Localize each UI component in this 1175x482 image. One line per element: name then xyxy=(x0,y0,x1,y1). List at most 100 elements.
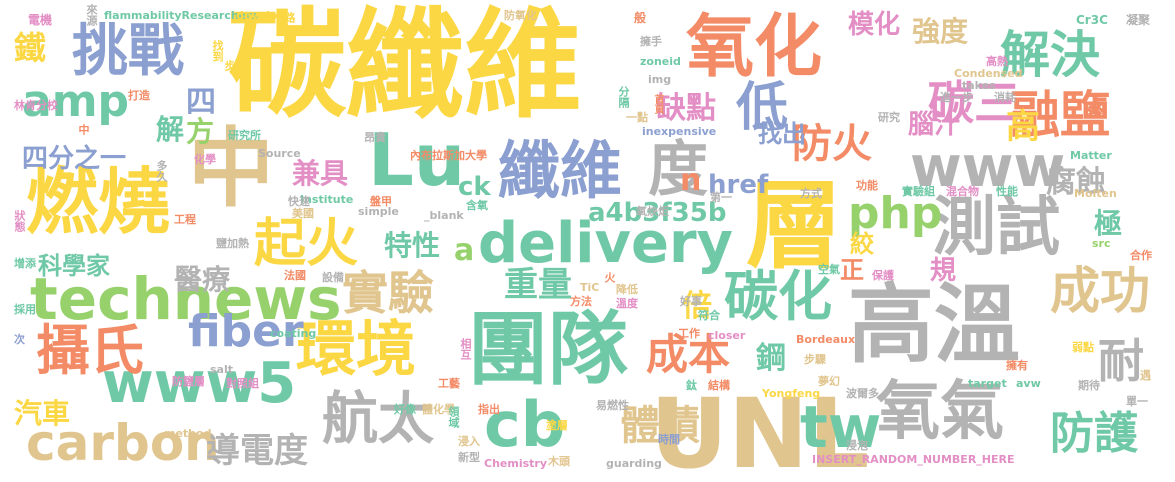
word: 倍 xyxy=(682,289,712,324)
word: 防氧化 xyxy=(504,9,537,22)
word: 溫度 xyxy=(616,297,638,310)
word: 混合物 xyxy=(946,185,979,198)
word: 航太 xyxy=(322,387,434,452)
word: 弱點 xyxy=(1072,341,1094,354)
word: 進一步 xyxy=(940,91,973,104)
word: 易燃性 xyxy=(596,399,629,412)
word: 正 xyxy=(840,256,864,284)
word: 方法 xyxy=(570,295,592,308)
word: 保護 xyxy=(872,269,894,282)
word: fiber xyxy=(188,306,304,357)
word: TiC xyxy=(580,281,600,294)
word: 遇 xyxy=(1140,369,1151,382)
word: Matter xyxy=(1070,149,1112,162)
word: guarding xyxy=(606,457,662,470)
word: 打造 xyxy=(128,89,150,102)
word: 消耗 xyxy=(994,91,1016,104)
word: 火 xyxy=(603,272,616,283)
word: 防鹽層 xyxy=(172,375,205,388)
word: 好事 xyxy=(680,295,702,308)
word: 環境 xyxy=(296,315,416,385)
word: 團隊 xyxy=(468,303,628,396)
word: 方 xyxy=(186,115,215,148)
word: 四 xyxy=(186,85,216,120)
word: 攝氏 xyxy=(36,319,144,382)
word: 相互 xyxy=(459,338,472,360)
word: carbon xyxy=(26,414,220,472)
word: www5 xyxy=(102,351,297,416)
word: 工作 xyxy=(678,327,700,340)
word: Yongfeng xyxy=(762,387,821,400)
word: 碳三 xyxy=(928,76,1020,130)
word: src xyxy=(1092,237,1111,250)
word: 夢幻 xyxy=(818,375,840,388)
word: 氧氣 xyxy=(876,375,1004,449)
word: 防護 xyxy=(1050,408,1138,459)
word: 鹽加熱 xyxy=(216,237,249,250)
word: salt xyxy=(210,363,233,376)
word: INSERT_RANDOM_NUMBER_HERE xyxy=(812,453,1015,466)
word: 絞 xyxy=(850,230,874,258)
word: 解 xyxy=(156,113,185,146)
word: avw xyxy=(1016,377,1041,390)
word: 纖維 xyxy=(498,134,623,207)
word: 極 xyxy=(1094,207,1123,240)
word: 找到 xyxy=(211,40,224,62)
word: 採用 xyxy=(14,303,36,316)
word: simple xyxy=(358,205,399,218)
word: method xyxy=(164,427,212,440)
word: 腐蝕 xyxy=(1046,165,1106,200)
word: takes xyxy=(962,79,996,92)
word: inexpensive xyxy=(642,125,717,138)
word: 碳纖維 xyxy=(228,0,583,134)
word: 林肯分校 xyxy=(14,99,58,112)
word: 合作 xyxy=(1130,249,1152,262)
word: 符合 xyxy=(698,309,720,322)
word: 指出 xyxy=(478,403,500,416)
word: 性能 xyxy=(996,185,1018,198)
word: 功能 xyxy=(856,179,878,192)
word: 強度 xyxy=(912,15,969,48)
word: 昂貴 xyxy=(364,131,386,144)
word: Chemistry xyxy=(484,457,547,470)
word: 高溫 xyxy=(848,275,1020,375)
word: 特性 xyxy=(384,229,441,262)
word: 木頭 xyxy=(548,455,570,468)
word: 體化學 xyxy=(422,403,455,416)
word: closer xyxy=(708,329,746,342)
word: 領域 xyxy=(447,406,460,428)
word: 浸泡 xyxy=(846,439,868,452)
word: 融鹽 xyxy=(1010,86,1110,144)
word: Institute xyxy=(300,193,354,206)
word: 工程 xyxy=(174,213,196,226)
word: 鋼 xyxy=(756,341,786,376)
word: 中 xyxy=(77,124,90,135)
word: 降低 xyxy=(616,283,638,296)
word: 實驗 xyxy=(342,266,434,320)
word: UNL xyxy=(650,378,870,482)
word: Condensed xyxy=(954,67,1023,80)
word: Lu xyxy=(368,118,466,202)
word: 首頁 xyxy=(652,94,663,114)
word: 時間 xyxy=(658,433,680,446)
word: 解決 xyxy=(1000,26,1100,84)
word: 設備 xyxy=(322,271,344,284)
word: href xyxy=(708,170,769,200)
word: a4b3f35b xyxy=(588,198,727,228)
word: 實驗組 xyxy=(902,185,935,198)
word: 腦汁 xyxy=(908,110,961,140)
word: 兼具 xyxy=(292,157,349,190)
word: 美國 xyxy=(292,207,314,220)
word: Source xyxy=(258,147,301,160)
word: 體積 xyxy=(620,403,700,449)
word: 防火 xyxy=(792,121,872,167)
word: technews xyxy=(30,265,342,333)
word: coating xyxy=(270,327,317,340)
word: 盤甲 xyxy=(370,195,392,208)
word: 中 xyxy=(188,119,274,219)
word: 電機 xyxy=(28,13,53,27)
word: flammabilityResearchers xyxy=(104,9,259,22)
word: 狀態 xyxy=(13,210,26,232)
word: 碳化 xyxy=(724,265,832,328)
word: 醫療 xyxy=(174,263,231,296)
